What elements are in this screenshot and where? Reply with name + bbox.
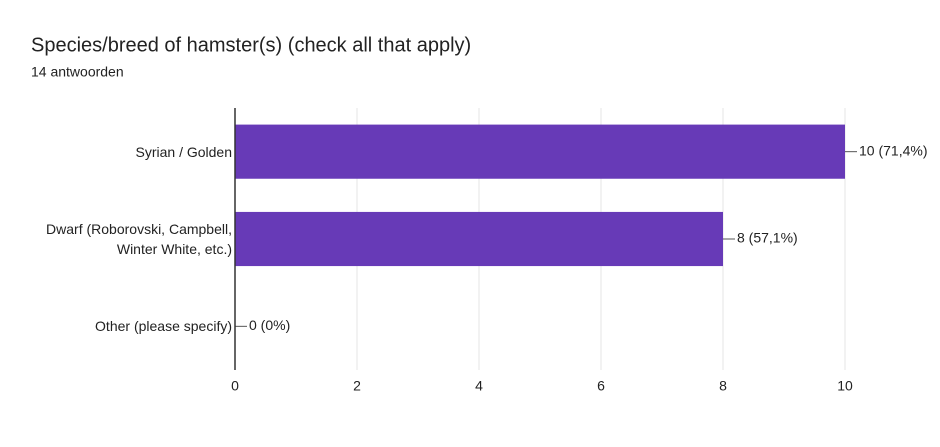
- value-label: 0 (0%): [249, 317, 290, 333]
- y-tick-label: Syrian / Golden: [135, 143, 233, 160]
- y-tick-label: Other (please specify): [95, 318, 232, 335]
- x-tick-label: 10: [837, 378, 853, 394]
- x-tick-label: 8: [719, 378, 727, 394]
- bar: [235, 124, 845, 179]
- chart-title: Species/breed of hamster(s) (check all t…: [31, 34, 471, 56]
- chart-subtitle: 14 antwoorden: [31, 64, 124, 80]
- x-tick-label: 0: [231, 378, 239, 394]
- y-tick-label: Dwarf (Roborovski, Campbell, Winter Whit…: [46, 221, 232, 257]
- x-tick-label: 6: [597, 378, 605, 394]
- bar: [235, 211, 723, 267]
- value-label: 8 (57,1%): [737, 230, 798, 246]
- value-label: 10 (71,4%): [859, 142, 927, 158]
- x-tick-label: 2: [353, 378, 361, 394]
- x-tick-label: 4: [475, 378, 483, 394]
